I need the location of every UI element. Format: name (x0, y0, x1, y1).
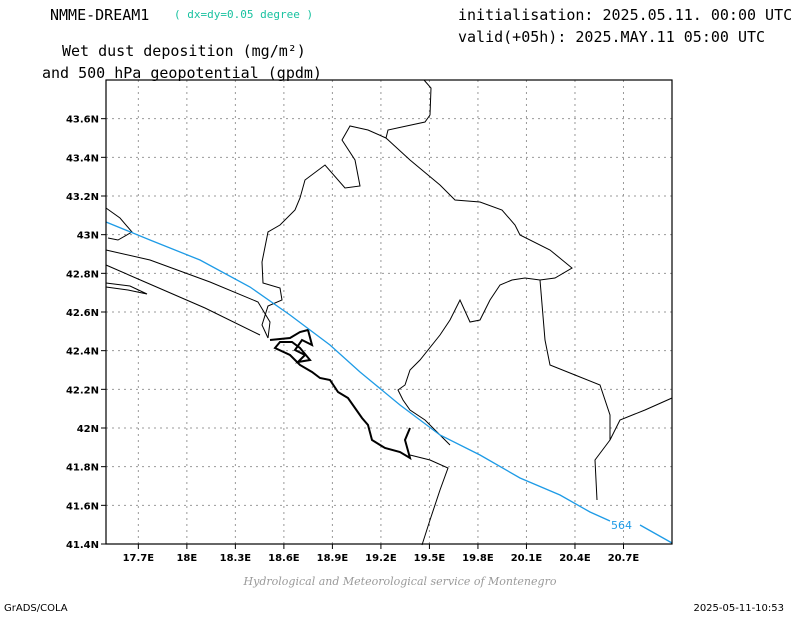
lat-tick-label: 42.6N (66, 308, 99, 319)
grid-lines (106, 80, 672, 545)
country-borders (105, 79, 673, 546)
coast-croatia-b (105, 249, 271, 339)
lon-tick-label: 18.6E (268, 553, 300, 564)
resolution-label: ( dx=dy=0.05 degree ) (174, 8, 314, 21)
valid-time: valid(+05h): 2025.MAY.11 05:00 UTC (458, 28, 766, 46)
border-bosnia-serbia (261, 79, 432, 339)
lat-tick-label: 41.8N (66, 463, 99, 474)
lat-tick-label: 42.4N (66, 347, 99, 358)
border-macedonia (609, 397, 673, 441)
lon-tick-label: 20.7E (608, 553, 640, 564)
lat-tick-label: 42.2N (66, 385, 99, 396)
credit-line: Hydrological and Meteorological service … (243, 575, 557, 588)
model-name: NMME-DREAM1 (50, 6, 150, 24)
lon-tick-label: 18.9E (317, 553, 349, 564)
coast-croatia-d (105, 282, 148, 295)
border-kosovo-east (539, 279, 611, 501)
lon-tick-label: 19.8E (462, 553, 494, 564)
contour-564: 564 (105, 221, 673, 544)
latitude-ticks: 43.6N 43.4N 43.2N 43N 42.8N 42.6N 42.4N 42.2N 42… (66, 115, 106, 551)
lat-tick-label: 42.8N (66, 269, 99, 280)
lat-tick-label: 41.6N (66, 501, 99, 512)
lon-tick-label: 17.7E (123, 553, 155, 564)
lat-tick-label: 43N (77, 231, 99, 242)
lon-tick-label: 19.2E (365, 553, 397, 564)
coast-albania (409, 454, 449, 546)
lat-tick-label: 42N (77, 424, 99, 435)
lat-tick-label: 43.4N (66, 153, 99, 164)
initialisation-time: initialisation: 2025.05.11. 00:00 UTC (458, 6, 793, 24)
lon-tick-label: 20.4E (559, 553, 591, 564)
footer-timestamp: 2025-05-11-10:53 (693, 603, 784, 614)
lon-tick-label: 18.3E (220, 553, 252, 564)
map-title-line2: and 500 hPa geopotential (gpdm) (42, 64, 322, 82)
border-serbia-kosovo (385, 137, 573, 446)
lat-tick-label: 41.4N (66, 540, 99, 551)
coast-croatia-c (105, 264, 261, 336)
longitude-ticks: 17.7E 18E 18.3E 18.6E 18.9E 19.2E 19.5E 19.8E 20… (123, 544, 640, 564)
map-title-line1: Wet dust deposition (mg/m²) (62, 42, 306, 60)
footer-software: GrADS/COLA (4, 603, 68, 614)
lon-tick-label: 20.1E (511, 553, 543, 564)
lon-tick-label: 18E (176, 553, 197, 564)
lat-tick-label: 43.2N (66, 192, 99, 203)
lon-tick-label: 19.5E (414, 553, 446, 564)
lat-tick-label: 43.6N (66, 115, 99, 126)
contour-label: 564 (611, 519, 632, 532)
montenegro-coast (269, 328, 412, 461)
